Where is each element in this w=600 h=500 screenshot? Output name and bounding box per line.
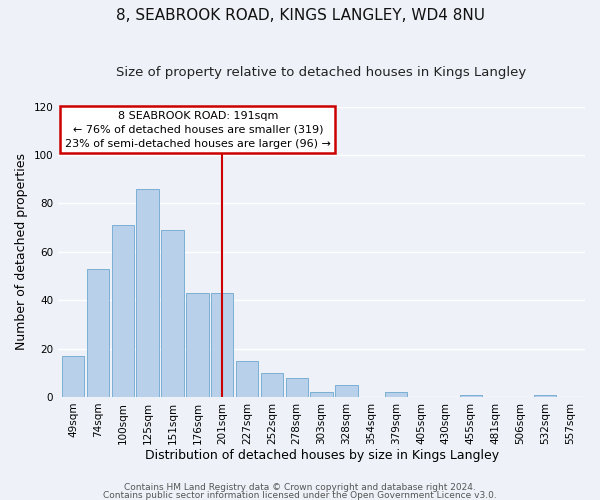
Text: 8 SEABROOK ROAD: 191sqm
← 76% of detached houses are smaller (319)
23% of semi-d: 8 SEABROOK ROAD: 191sqm ← 76% of detache… (65, 111, 331, 149)
Bar (260, 373, 283, 397)
X-axis label: Distribution of detached houses by size in Kings Langley: Distribution of detached houses by size … (145, 450, 499, 462)
Text: Contains public sector information licensed under the Open Government Licence v3: Contains public sector information licen… (103, 490, 497, 500)
Bar (534, 394, 556, 397)
Bar (385, 392, 407, 397)
Bar (112, 225, 134, 397)
Bar (236, 360, 258, 397)
Bar (161, 230, 184, 397)
Bar (87, 268, 109, 397)
Text: 8, SEABROOK ROAD, KINGS LANGLEY, WD4 8NU: 8, SEABROOK ROAD, KINGS LANGLEY, WD4 8NU (115, 8, 485, 22)
Bar (136, 189, 159, 397)
Bar (186, 293, 209, 397)
Y-axis label: Number of detached properties: Number of detached properties (15, 154, 28, 350)
Bar (62, 356, 84, 397)
Bar (286, 378, 308, 397)
Title: Size of property relative to detached houses in Kings Langley: Size of property relative to detached ho… (116, 66, 527, 79)
Text: Contains HM Land Registry data © Crown copyright and database right 2024.: Contains HM Land Registry data © Crown c… (124, 483, 476, 492)
Bar (460, 394, 482, 397)
Bar (335, 385, 358, 397)
Bar (211, 293, 233, 397)
Bar (310, 392, 333, 397)
